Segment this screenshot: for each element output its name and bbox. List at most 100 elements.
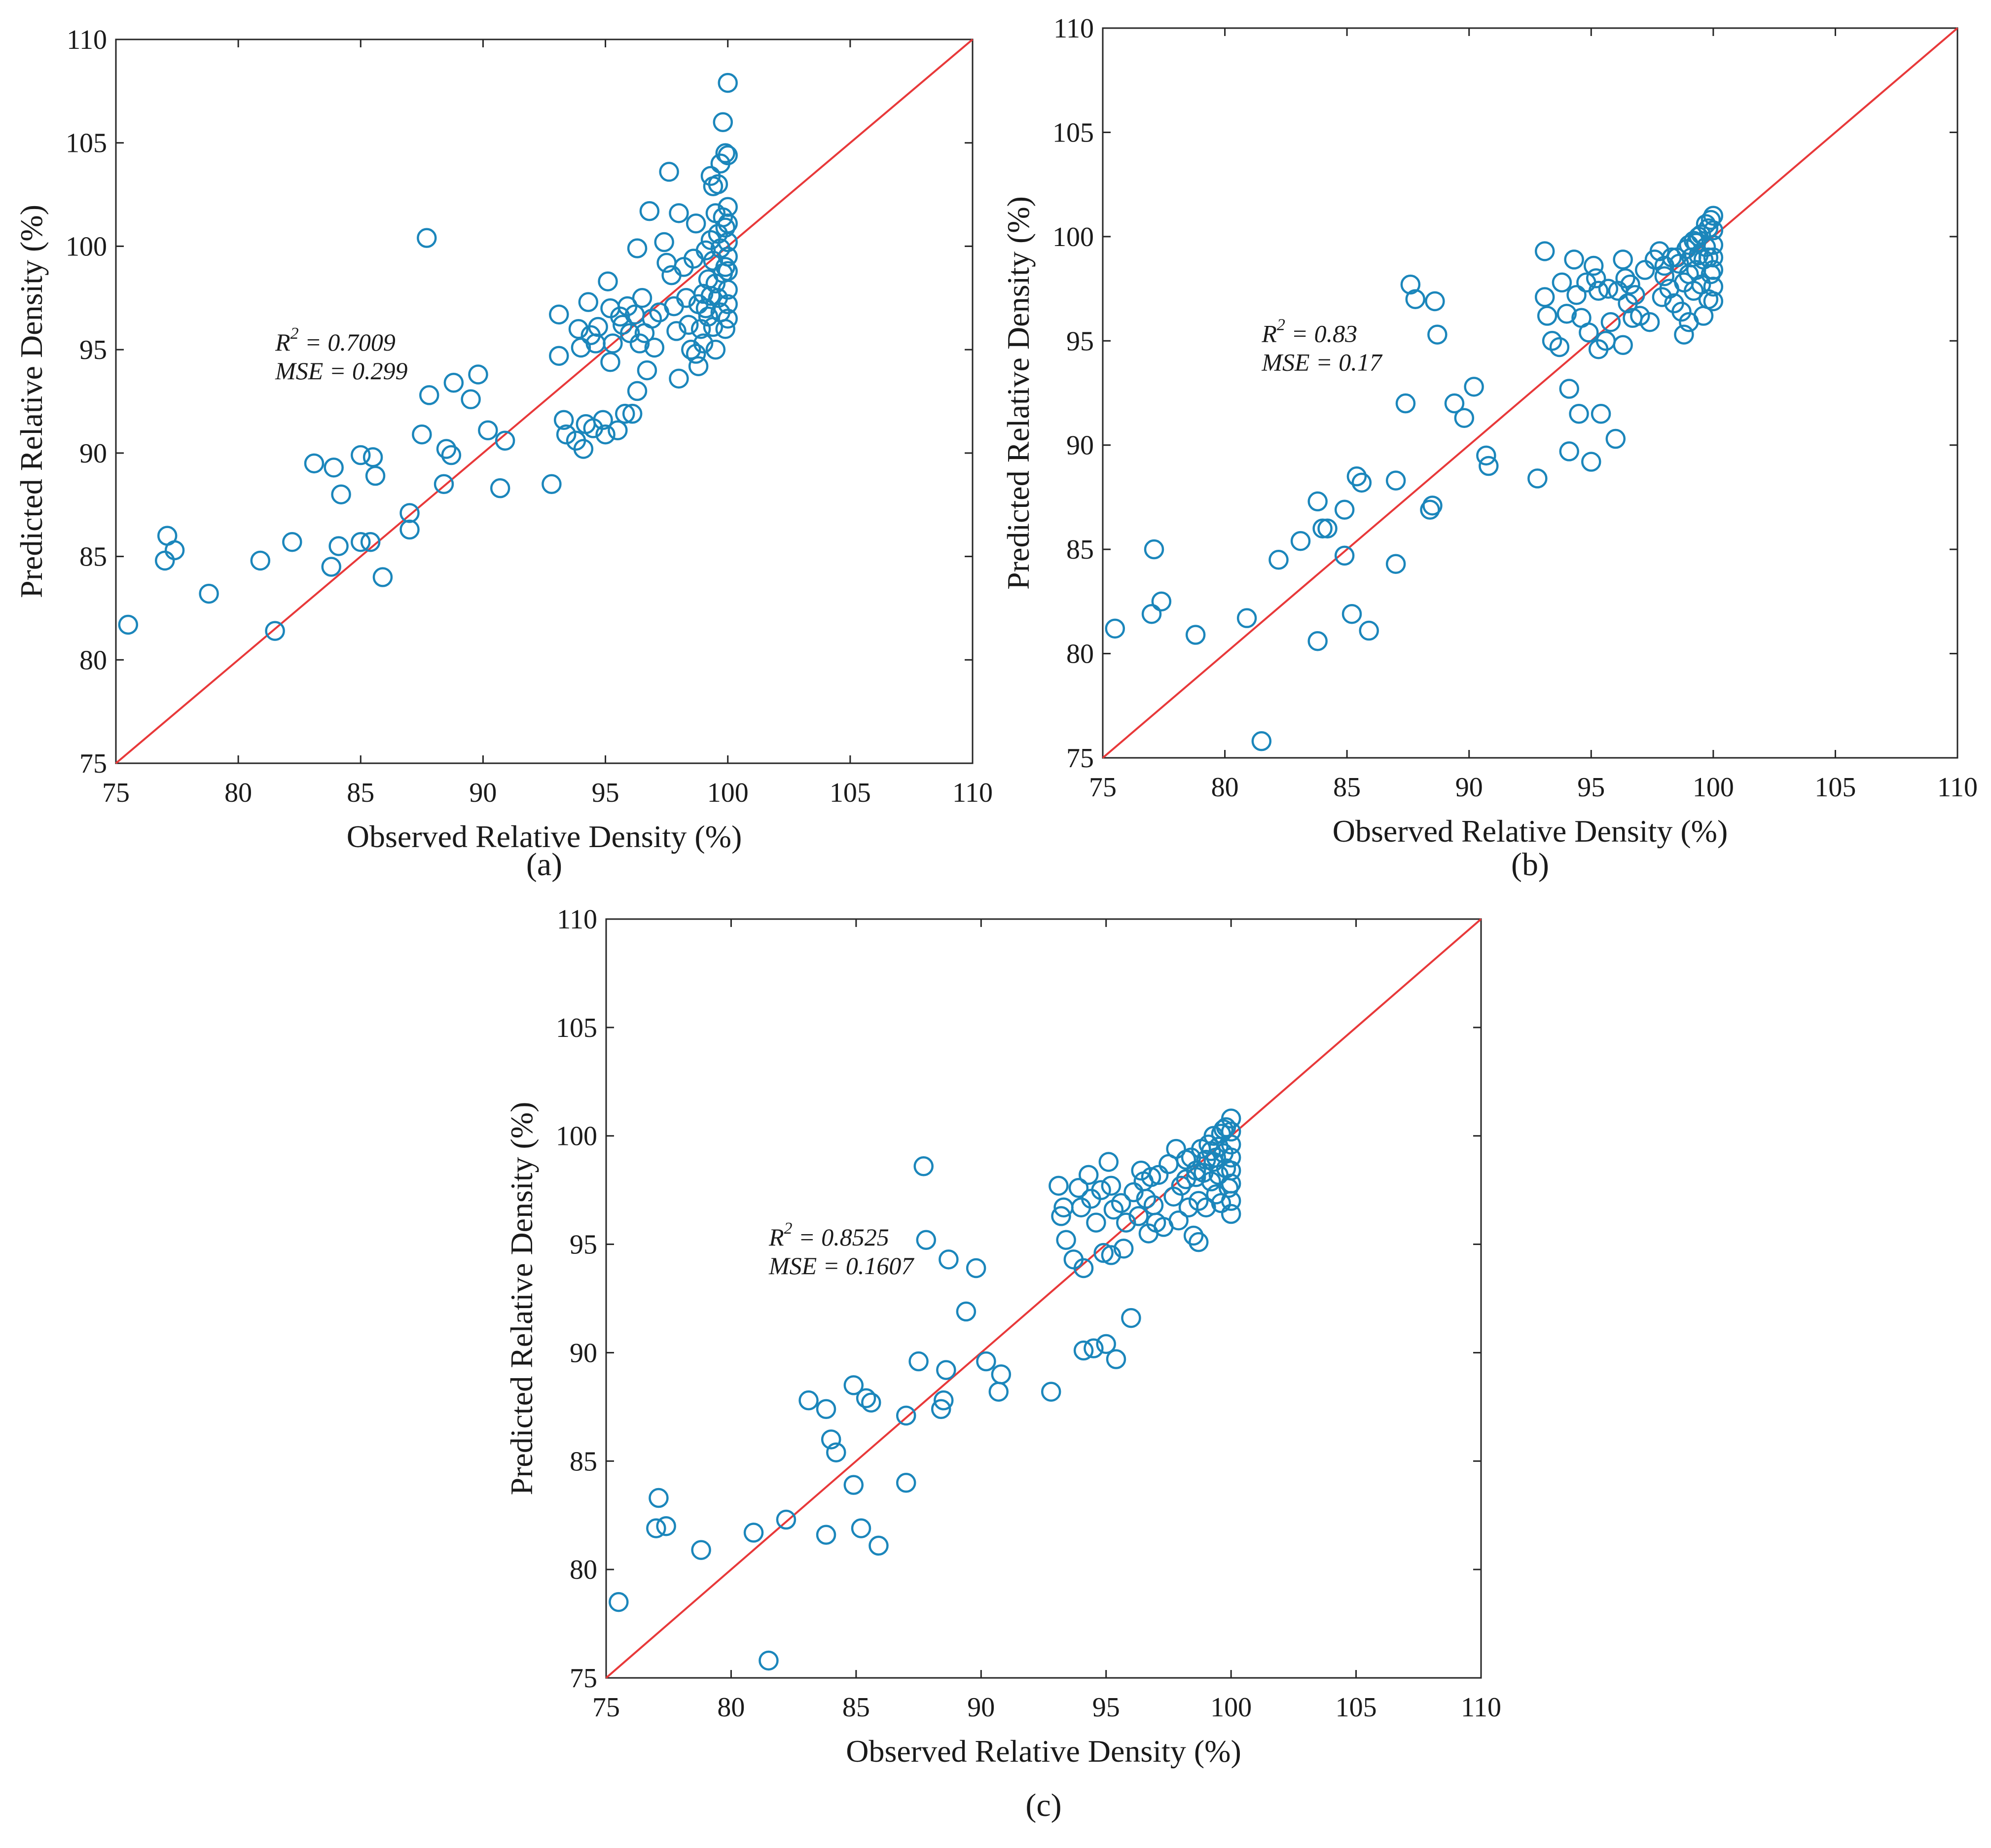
x-tick-label: 80 (1211, 772, 1239, 803)
x-tick-label: 75 (592, 1692, 620, 1723)
data-point (798, 1390, 819, 1411)
plot-area-frame (605, 918, 1482, 1679)
data-point (1183, 1225, 1204, 1246)
x-tick-label: 110 (952, 778, 993, 808)
data-point (679, 315, 699, 335)
data-point (1598, 279, 1619, 299)
data-point (441, 445, 462, 465)
data-point (1078, 1165, 1099, 1185)
data-point (1581, 452, 1601, 472)
data-point (1221, 1160, 1241, 1181)
data-point (1605, 428, 1626, 449)
data-point (1251, 731, 1272, 751)
plot-area-frame (1102, 27, 1958, 759)
mse-annotation: MSE = 0.17 (1261, 348, 1382, 376)
x-tick-label: 95 (592, 778, 619, 808)
data-point (1569, 404, 1589, 424)
data-point (1128, 1206, 1149, 1226)
data-point (718, 280, 738, 300)
scatter-panel-2: 75 80 85 90 95 100 105 110 75 80 85 90 95 100 105 110 R2… (1001, 13, 1978, 883)
data-point (1552, 272, 1572, 293)
data-point (1703, 277, 1724, 297)
y-tick-label: 80 (1066, 639, 1094, 670)
data-point (282, 532, 302, 552)
data-point (1166, 1138, 1186, 1159)
y-tick-label: 90 (570, 1338, 597, 1368)
data-point (1148, 1165, 1169, 1185)
data-point (1620, 274, 1640, 295)
data-point (1221, 1191, 1241, 1211)
data-point (1654, 266, 1675, 286)
data-point (1703, 247, 1724, 268)
data-point (199, 583, 219, 604)
data-point (1307, 631, 1328, 651)
r-squared-exponent: 2 (290, 324, 299, 343)
data-point (399, 519, 420, 540)
data-point (669, 368, 689, 389)
data-point (328, 536, 349, 556)
data-point (1464, 377, 1484, 397)
data-point (588, 317, 608, 337)
data-point (966, 1258, 986, 1279)
data-point (1454, 408, 1475, 428)
data-point (715, 217, 736, 238)
x-tick-label: 95 (1092, 1692, 1120, 1723)
data-point (1334, 499, 1355, 520)
data-point (250, 550, 271, 571)
data-point (705, 273, 726, 294)
data-point (1211, 1124, 1231, 1144)
data-point (1385, 470, 1406, 491)
data-point (1444, 393, 1465, 414)
data-point (419, 385, 439, 405)
data-point (908, 1351, 929, 1372)
data-point (1151, 591, 1172, 612)
r-squared-value: = 0.8525 (793, 1223, 889, 1251)
data-point (118, 614, 139, 635)
data-point (656, 1516, 676, 1536)
data-point (478, 420, 498, 440)
data-point (1056, 1230, 1076, 1250)
r-squared-exponent: 2 (1277, 316, 1285, 334)
data-point (1534, 287, 1555, 307)
data-point (1600, 312, 1621, 332)
data-point (600, 352, 620, 372)
plot-area-frame (115, 38, 974, 764)
data-point (1213, 1119, 1234, 1139)
y-axis-title: Predicted Relative Density (%) (504, 1102, 539, 1495)
data-point (1111, 1193, 1131, 1213)
data-point (1586, 268, 1606, 288)
data-point (715, 257, 736, 277)
data-point (1171, 1175, 1192, 1196)
data-point (654, 232, 674, 252)
y-tick-label: 90 (79, 438, 107, 469)
x-tick-label: 110 (1461, 1692, 1501, 1723)
data-point (1351, 472, 1372, 493)
y-tick-label: 95 (1066, 326, 1094, 356)
r-squared-annotation: R2 = 0.83 (1261, 316, 1357, 347)
scatter-panel-3: 75 80 85 90 95 100 105 110 75 80 85 90 95 100 105 110 R2… (504, 904, 1501, 1823)
mse-annotation: MSE = 0.1607 (768, 1252, 914, 1279)
data-point (1625, 285, 1645, 305)
y-tick-label: 75 (570, 1663, 597, 1694)
data-point (1679, 235, 1699, 255)
x-tick-label: 100 (707, 778, 749, 808)
data-point (939, 1249, 959, 1270)
data-point (1106, 1349, 1126, 1369)
data-point (698, 306, 719, 327)
x-axis-title: Observed Relative Density (%) (846, 1734, 1241, 1769)
data-point (718, 308, 738, 329)
data-point (265, 621, 285, 641)
data-point (627, 381, 648, 401)
x-tick-label: 80 (224, 778, 252, 808)
data-point (637, 360, 657, 381)
data-point (1420, 499, 1440, 520)
data-point (936, 1360, 956, 1380)
data-point (934, 1390, 954, 1411)
data-point (542, 474, 562, 495)
data-point (1479, 456, 1499, 476)
data-point (1105, 618, 1125, 639)
data-point (759, 1650, 779, 1671)
data-point (1086, 1212, 1106, 1233)
data-point (608, 420, 628, 440)
